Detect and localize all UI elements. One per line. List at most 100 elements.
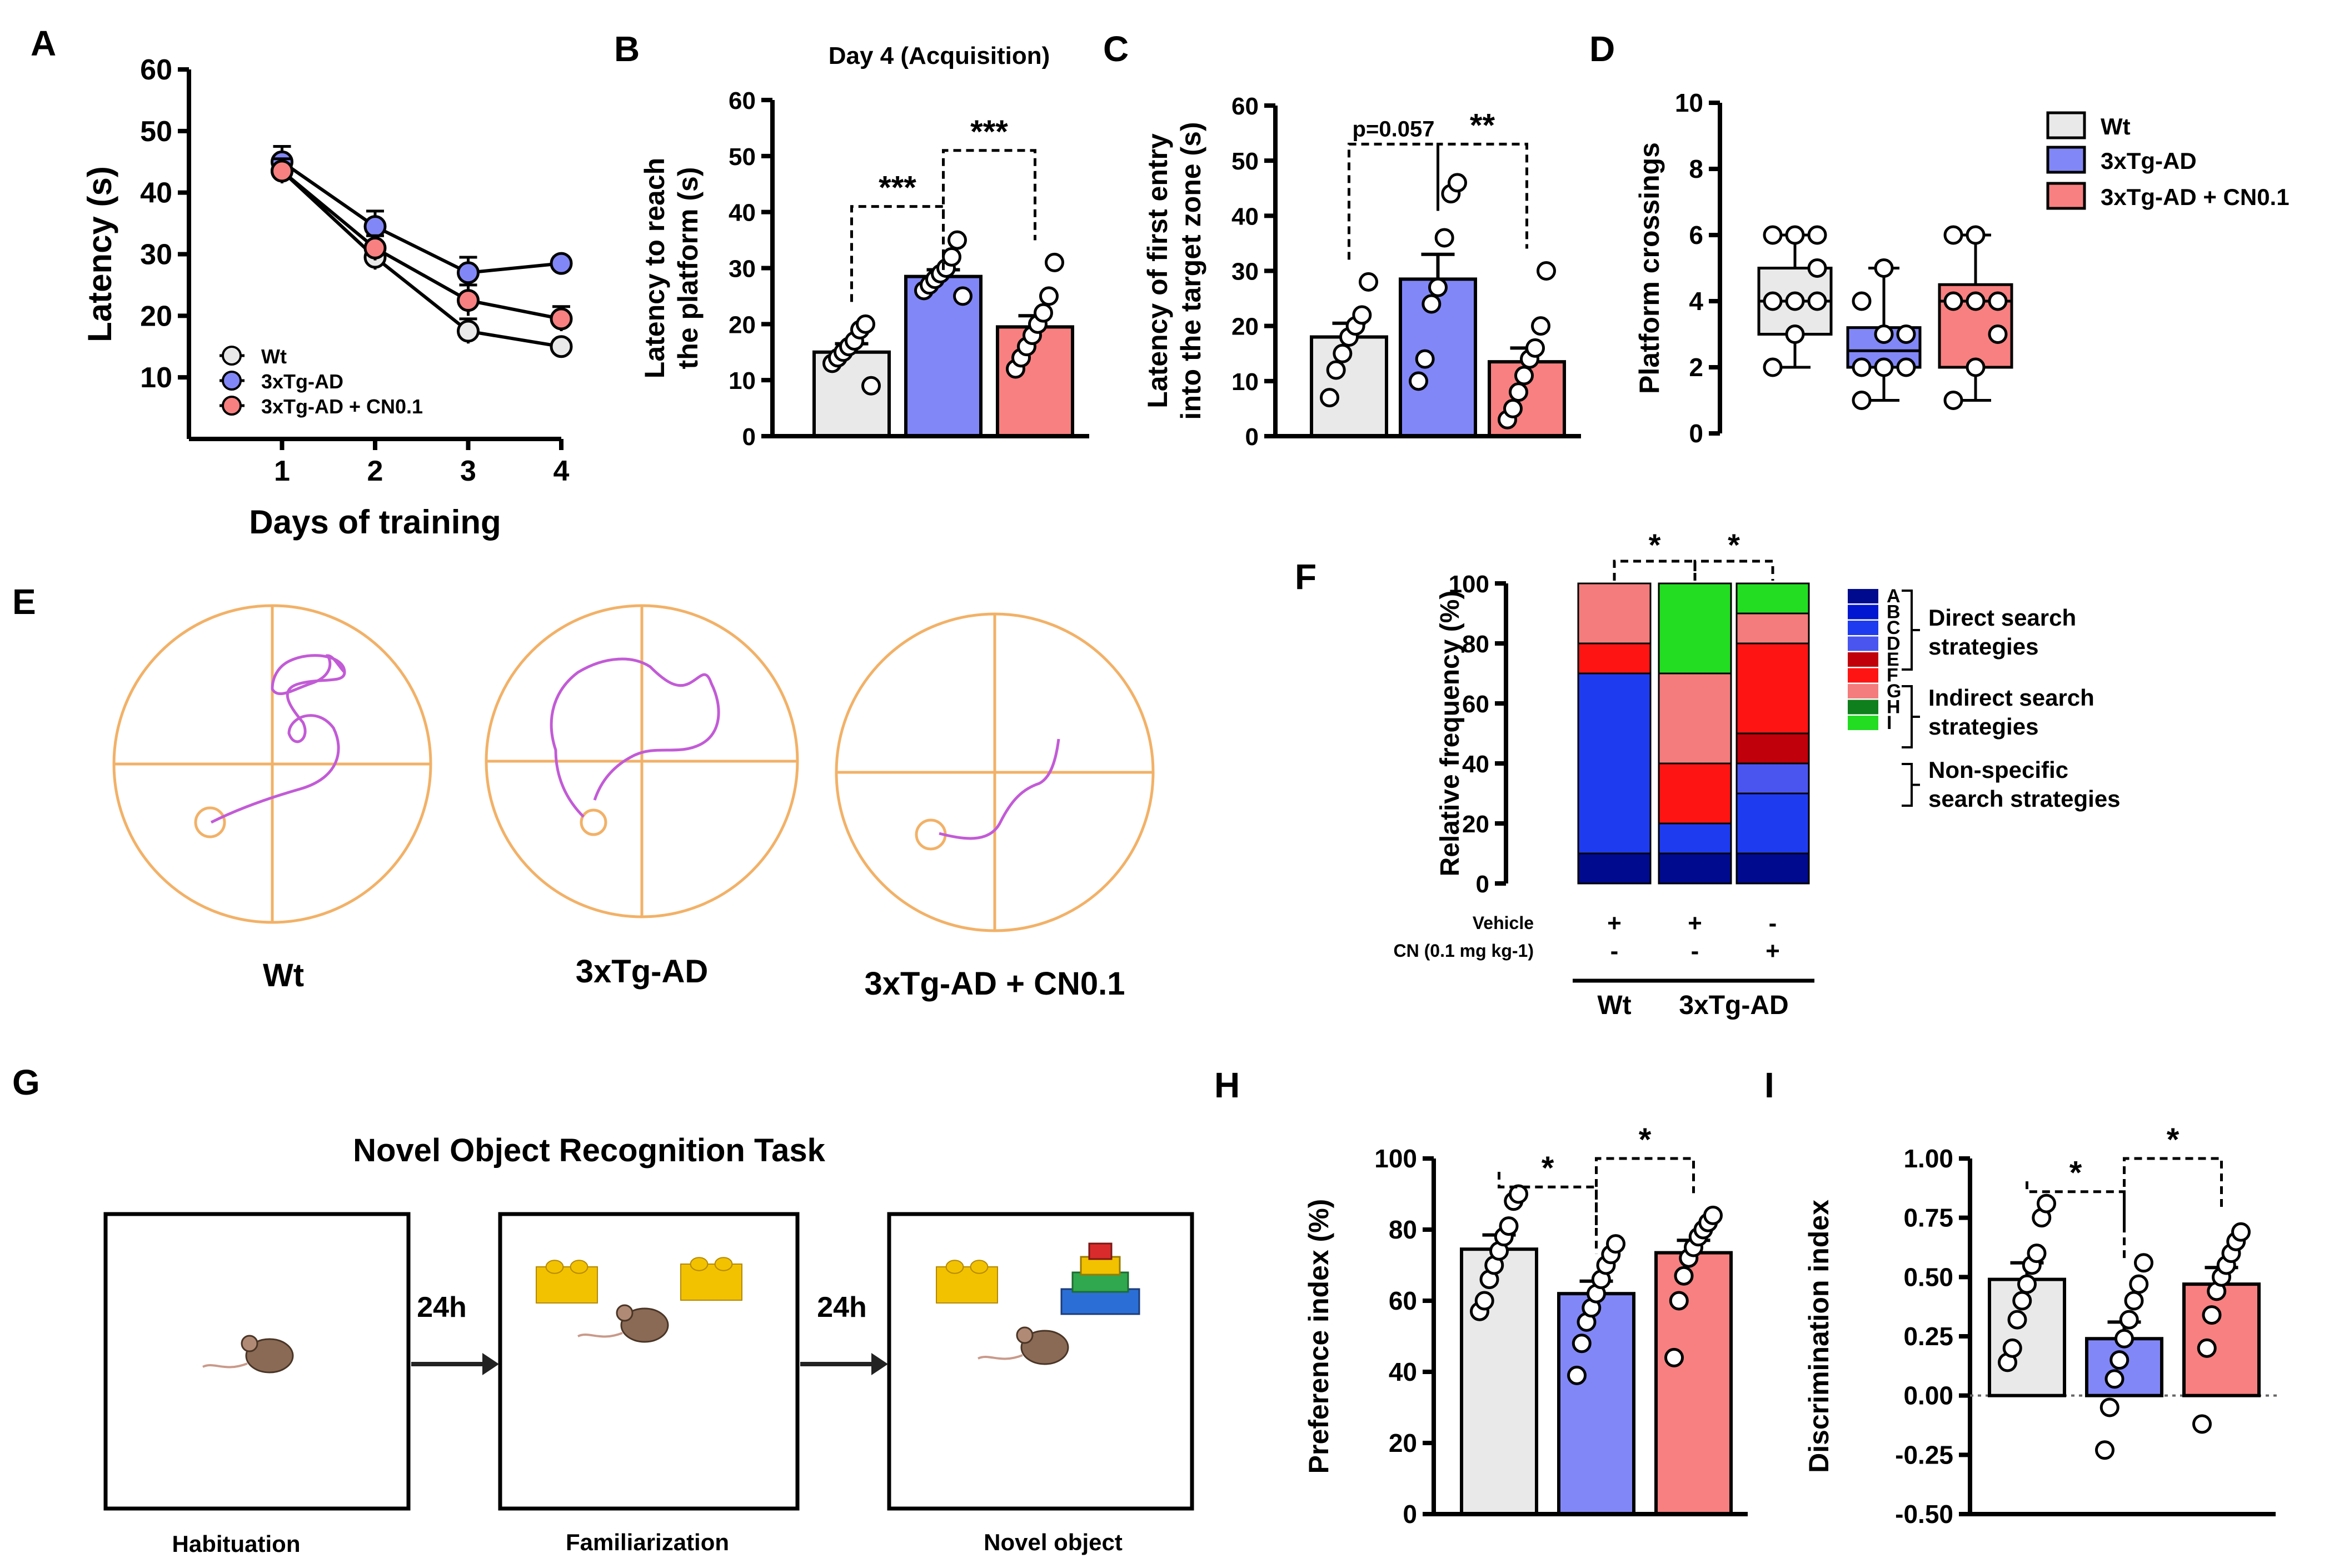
panel-i-point xyxy=(2017,1274,2037,1294)
panel-d-point xyxy=(1988,324,2008,344)
panel-d-point xyxy=(1896,324,1916,344)
panel-h-sig-bracket xyxy=(1595,1157,1695,1225)
panel-i-point xyxy=(2099,1397,2119,1417)
panel-f-segment-A xyxy=(1658,852,1732,885)
panel-f-row-label: CN (0.1 mg kg-1) xyxy=(1394,941,1534,961)
panel-h-y-tick-label: 100 xyxy=(1374,1144,1417,1173)
panel-d-y-tick-label: 6 xyxy=(1689,221,1703,249)
panel-i-point xyxy=(2037,1194,2056,1214)
panel-b-y-tick-label: 30 xyxy=(729,256,756,283)
mouse-tail-icon xyxy=(202,1362,248,1369)
panel-c-sig-label: p=0.057 xyxy=(1353,117,1435,141)
panel-c-point xyxy=(1434,228,1454,248)
panel-f-segment-I xyxy=(1658,582,1732,675)
panel-h-chart: 0 20 40 60 80 100 * * Preference index (%) xyxy=(1303,1122,1748,1529)
maze-label-cn: 3xTg-AD + CN0.1 xyxy=(865,966,1125,1002)
panel-d-y-tick-label: 0 xyxy=(1689,419,1703,448)
panel-a-y-tick-label: 40 xyxy=(140,177,172,209)
panel-a-point-cn xyxy=(363,236,387,259)
panel-a-legend-marker-wt xyxy=(222,346,242,366)
panel-d-y-tick-label: 4 xyxy=(1689,287,1703,316)
panel-b-point xyxy=(856,314,875,334)
panel-i-point xyxy=(2007,1310,2027,1330)
panel-f-legend-swatch-D xyxy=(1848,636,1878,651)
panel-a-y-label: Latency (s) xyxy=(81,166,118,342)
panel-letter-h: H xyxy=(1214,1065,1240,1105)
panel-c-y-tick-label: 20 xyxy=(1231,313,1259,341)
panel-f-segment-A xyxy=(1577,852,1652,885)
maze-label-tg: 3xTg-AD xyxy=(576,953,708,990)
mouse-ear-icon xyxy=(616,1304,634,1322)
panel-a-point-wt xyxy=(550,335,573,358)
panel-f-segment-G xyxy=(1735,612,1810,645)
panel-i-point xyxy=(2012,1291,2032,1311)
panel-d-point xyxy=(1785,225,1805,245)
panel-f-legend-brace xyxy=(1902,763,1920,807)
panel-i-point xyxy=(2231,1222,2251,1242)
panel-letter-d: D xyxy=(1589,29,1615,69)
panel-f-row-value: + xyxy=(1688,910,1702,937)
panel-c-point xyxy=(1448,173,1467,193)
panel-f-legend-letter-G: G xyxy=(1887,681,1901,702)
panel-d-point xyxy=(1874,258,1894,278)
mouse-icon xyxy=(620,1307,669,1343)
panel-i-y-tick-label: 0.50 xyxy=(1903,1262,1953,1291)
panel-d-point xyxy=(1943,225,1963,245)
panel-a-legend-marker-cn xyxy=(222,396,242,416)
panel-f-legend-swatch-G xyxy=(1848,684,1878,698)
panel-g-schematic xyxy=(103,1212,1194,1511)
panel-a-x-tick-label: 3 xyxy=(460,455,476,487)
panel-h-bar-tg xyxy=(1557,1292,1635,1516)
legend-swatch-tg xyxy=(2046,146,2086,174)
panel-f-segment-F xyxy=(1658,762,1732,825)
panel-a-y-tick-label: 50 xyxy=(140,116,172,148)
panel-h-point xyxy=(1606,1234,1625,1254)
panel-i-point xyxy=(2124,1291,2144,1311)
panel-c-point xyxy=(1537,261,1556,281)
panel-h-point xyxy=(1572,1334,1592,1354)
nor-arrowhead xyxy=(482,1353,499,1375)
panel-c-sig-bracket xyxy=(1348,142,1439,260)
panel-i-chart: -0.50 -0.25 0.00 0.25 0.50 0.75 1.00 * * Discrimi… xyxy=(1803,1122,2281,1529)
panel-a-legend-label-wt: Wt xyxy=(261,345,287,368)
panel-d-point xyxy=(1763,357,1783,377)
panel-i-point xyxy=(2104,1369,2124,1389)
panel-f-row-value: + xyxy=(1607,910,1622,937)
maze-platform xyxy=(194,806,226,838)
panel-d-point xyxy=(1852,291,1872,311)
panel-d-point xyxy=(1943,391,1963,410)
panel-a-point-tg xyxy=(363,215,387,238)
panel-i-point xyxy=(2134,1253,2153,1273)
panel-f-legend-letter-C: C xyxy=(1887,617,1901,638)
nor-interval-1: 24h xyxy=(417,1291,467,1324)
panel-c-point xyxy=(1320,388,1339,408)
panel-h-y-tick-label: 40 xyxy=(1389,1357,1417,1386)
panel-c-sig-label: ** xyxy=(1470,107,1495,143)
panel-b-point xyxy=(861,376,881,396)
legend-f-group2-line2: strategies xyxy=(1928,713,2038,740)
panel-b-y-tick-label: 60 xyxy=(729,87,756,114)
panel-d-point xyxy=(1763,225,1783,245)
panel-a-y-tick-label: 30 xyxy=(140,239,172,271)
panel-c-point xyxy=(1509,382,1528,402)
panel-i-point xyxy=(2095,1440,2114,1460)
panel-h-point xyxy=(1674,1266,1694,1286)
panel-f-legend-swatch-C xyxy=(1848,621,1878,635)
panel-letter-c: C xyxy=(1103,29,1129,69)
panel-f-legend-letter-I: I xyxy=(1887,712,1892,733)
panel-i-point xyxy=(2114,1329,2134,1349)
panel-f-legend-brace xyxy=(1902,685,1920,748)
panel-c-y-label: into the target zone (s) xyxy=(1175,122,1206,420)
panel-c-sig-bracket xyxy=(1437,142,1528,249)
panel-b-point xyxy=(947,230,967,250)
lego-tower-icon xyxy=(1060,1288,1140,1315)
panel-f-legend-letter-B: B xyxy=(1887,602,1901,623)
panel-b-title: Day 4 (Acquisition) xyxy=(829,42,1050,69)
panel-h-y-label: Preference index (%) xyxy=(1303,1199,1334,1474)
panel-d-point xyxy=(1785,291,1805,311)
panel-f-segment-F xyxy=(1577,642,1652,675)
panel-b-sig-label: *** xyxy=(879,170,916,206)
panel-a-x-tick-label: 1 xyxy=(274,455,290,487)
panel-letter-i: I xyxy=(1764,1065,1774,1105)
panel-c-y-tick-label: 10 xyxy=(1231,368,1259,396)
